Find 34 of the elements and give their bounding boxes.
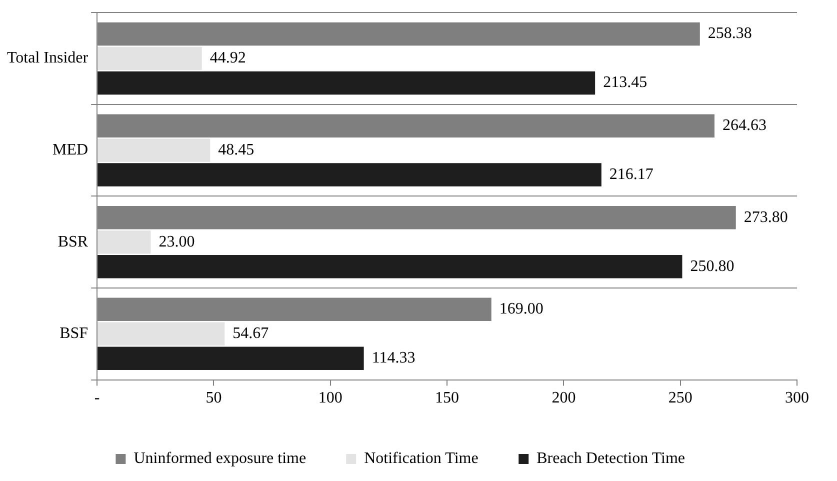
bar [98,254,682,278]
x-tick-label: 100 [318,390,342,407]
data-label: 273.80 [744,208,788,226]
data-label: 54.67 [232,325,269,342]
data-label: 169.00 [499,300,544,318]
bar [98,163,602,186]
legend-label: Breach Detection Time [536,450,686,468]
y-tick-label: BSF [60,325,88,342]
bar [98,138,210,162]
data-label: 48.45 [218,142,254,159]
bar [98,46,202,70]
x-tick-label: 150 [435,390,460,407]
bar [98,230,151,254]
x-tick-label: 300 [785,390,809,407]
data-label: 216.17 [609,166,654,183]
x-tick-label: 50 [206,390,222,407]
legend-label: Uninformed exposure time [134,450,306,468]
y-tick-label: MED [52,142,88,159]
x-tick-label: - [94,390,100,407]
x-tick-label: 200 [552,390,576,407]
y-tick-label: Total Insider [7,50,89,67]
data-label: 250.80 [690,258,734,275]
bar [98,322,225,346]
data-label: 44.92 [210,50,246,67]
bar [98,71,596,95]
data-label: 23.00 [158,233,195,250]
data-label: 264.63 [722,117,766,134]
bar [98,346,364,370]
data-label: 258.38 [708,25,752,42]
data-label: 213.45 [603,74,648,92]
y-tick-label: BSR [58,233,88,250]
data-label: 114.33 [372,350,416,367]
x-tick-label: 250 [668,390,692,407]
legend-label: Notification Time [364,450,478,468]
